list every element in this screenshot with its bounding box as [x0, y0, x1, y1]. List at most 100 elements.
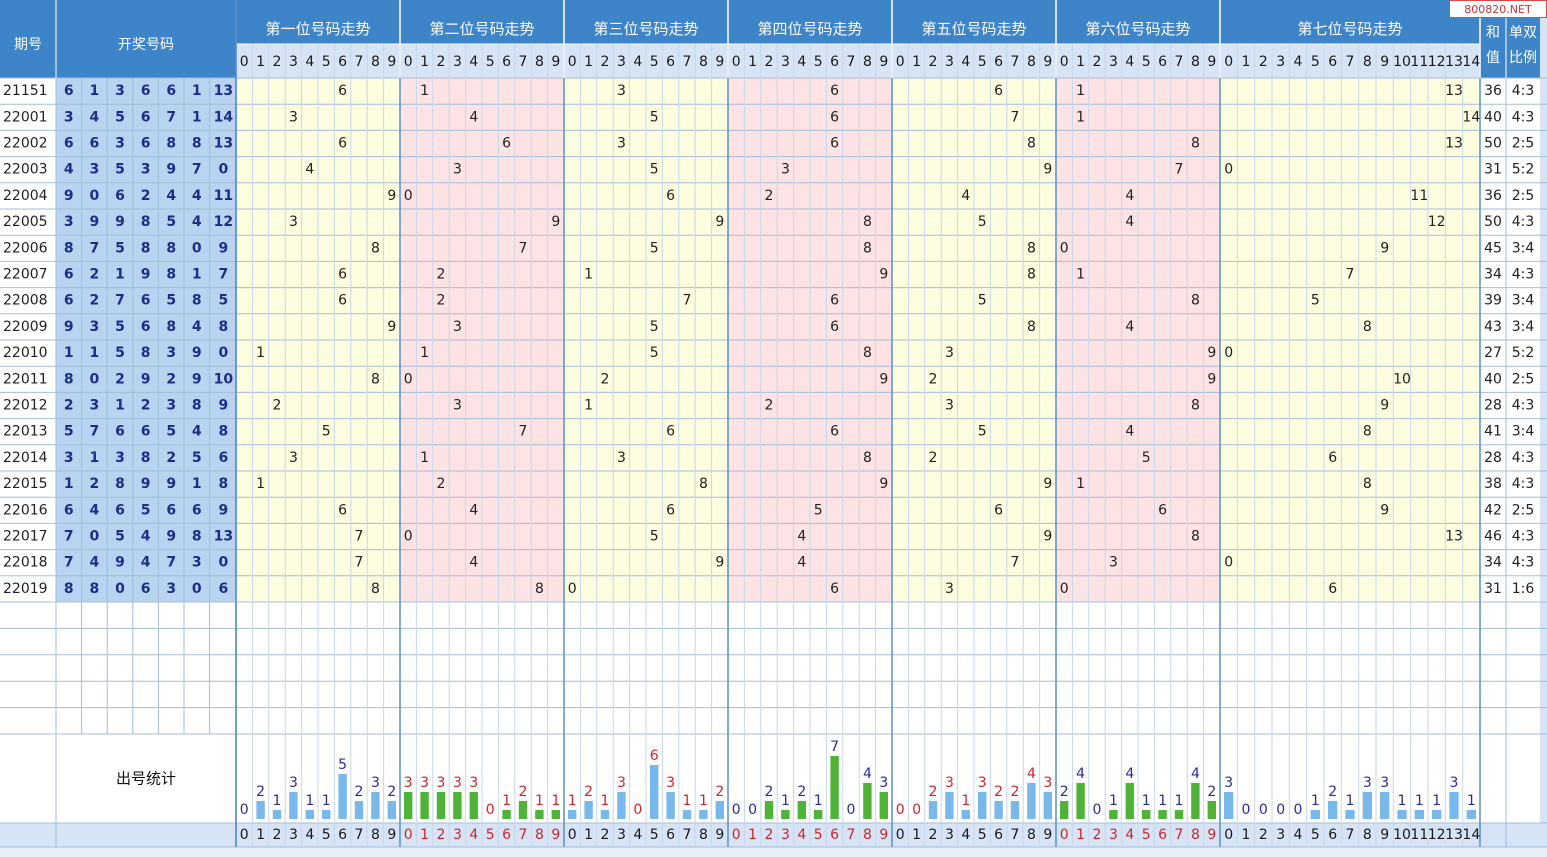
digit-label: 2	[1259, 54, 1268, 70]
trend-hit-number: 5	[650, 529, 659, 545]
stat-count: 4	[1027, 766, 1036, 782]
footer-digit-label: 5	[1142, 827, 1151, 843]
ratio-value: 4:3	[1512, 267, 1535, 283]
draw-number: 9	[141, 371, 151, 387]
footer-digit-label: 9	[1380, 827, 1389, 843]
stat-count: 1	[699, 793, 708, 809]
stat-bar	[1027, 783, 1036, 819]
draw-number: 0	[219, 345, 229, 361]
footer-digit-label: 1	[1242, 827, 1251, 843]
draw-number: 4	[90, 502, 100, 518]
trend-hit-number: 6	[666, 188, 675, 204]
trend-hit-number: 8	[1027, 267, 1036, 283]
issue-number: 22012	[3, 398, 48, 414]
draw-number: 6	[141, 109, 151, 125]
digit-label: 5	[486, 54, 495, 70]
trend-hit-number: 5	[650, 162, 659, 178]
digit-label: 4	[961, 54, 970, 70]
footer-digit-label: 2	[929, 827, 938, 843]
draw-number: 13	[214, 83, 233, 99]
trend-hit-number: 4	[961, 188, 970, 204]
issue-number: 22010	[3, 345, 48, 361]
stat-bar	[420, 792, 429, 819]
header-position-7: 第七位号码走势	[1297, 20, 1402, 38]
sum-value: 40	[1484, 109, 1502, 125]
draw-number: 3	[115, 450, 125, 466]
issue-number: 22019	[3, 581, 48, 597]
draw-number: 11	[214, 188, 233, 204]
footer-digit-label: 7	[683, 827, 692, 843]
footer-digit-label: 5	[486, 827, 495, 843]
stat-count: 3	[945, 775, 954, 791]
ratio-value: 4:3	[1512, 529, 1535, 545]
stat-count: 2	[797, 784, 806, 800]
digit-label: 9	[551, 54, 560, 70]
digit-label: 6	[830, 54, 839, 70]
sum-value: 50	[1484, 136, 1502, 152]
digit-label: 6	[994, 54, 1003, 70]
digit-label: 6	[338, 54, 347, 70]
footer-digit-label: 12	[1428, 827, 1446, 843]
trend-hit-number: 9	[551, 214, 560, 230]
trend-hit-number: 6	[338, 83, 347, 99]
trend-hit-number: 6	[830, 136, 839, 152]
trend-hit-number: 9	[1043, 476, 1052, 492]
draw-number: 14	[214, 109, 234, 125]
stat-count: 0	[748, 802, 757, 818]
sum-value: 42	[1484, 502, 1502, 518]
footer-digit-label: 7	[519, 827, 528, 843]
digit-label: 2	[437, 54, 446, 70]
draw-number: 1	[90, 345, 100, 361]
stat-bar	[272, 810, 282, 819]
draw-number: 1	[115, 398, 125, 414]
draw-number: 3	[90, 319, 100, 335]
ratio-value: 3:4	[1512, 424, 1535, 440]
stat-bar	[1310, 810, 1320, 819]
digit-label: 6	[1328, 54, 1337, 70]
footer-digit-label: 1	[1076, 827, 1085, 843]
stat-count: 2	[765, 784, 774, 800]
trend-hit-number: 3	[289, 450, 298, 466]
stat-bar	[1174, 810, 1184, 819]
footer-digit-label: 5	[322, 827, 331, 843]
stat-bar	[650, 765, 659, 819]
ratio-value: 4:3	[1512, 398, 1535, 414]
draw-number: 9	[141, 267, 151, 283]
draw-number: 4	[90, 109, 100, 125]
trend-hit-number: 6	[830, 319, 839, 335]
draw-number: 10	[214, 371, 234, 387]
sum-value: 36	[1484, 83, 1502, 99]
sum-value: 50	[1484, 214, 1502, 230]
stat-bar	[1191, 783, 1200, 819]
trend-hit-number: 8	[863, 214, 872, 230]
draw-number: 6	[192, 502, 202, 518]
draw-number: 4	[141, 555, 151, 571]
draw-number: 1	[90, 450, 100, 466]
footer-digit-label: 1	[748, 827, 757, 843]
footer-digit-label: 9	[387, 827, 396, 843]
stat-count: 2	[584, 784, 593, 800]
stat-bar	[928, 801, 938, 819]
stat-bar	[436, 792, 446, 819]
draw-number: 8	[219, 476, 229, 492]
stat-bar	[1449, 792, 1459, 819]
stat-count: 3	[978, 775, 987, 791]
draw-number: 6	[115, 424, 125, 440]
stat-count: 2	[1328, 784, 1337, 800]
footer-digit-label: 8	[1191, 827, 1200, 843]
footer-digit-label: 0	[1224, 827, 1233, 843]
digit-label: 5	[322, 54, 331, 70]
ratio-value: 4:3	[1512, 214, 1535, 230]
issue-number: 22007	[3, 267, 48, 283]
trend-hit-number: 9	[1207, 371, 1216, 387]
digit-label: 13	[1445, 54, 1463, 70]
digit-label: 4	[305, 54, 314, 70]
digit-label: 7	[519, 54, 528, 70]
digit-label: 5	[650, 54, 659, 70]
draw-number: 0	[90, 529, 100, 545]
draw-number: 3	[141, 162, 151, 178]
trend-hit-number: 5	[650, 109, 659, 125]
draw-number: 5	[141, 502, 151, 518]
trend-hit-number: 1	[1076, 109, 1085, 125]
trend-hit-number: 0	[1224, 162, 1233, 178]
